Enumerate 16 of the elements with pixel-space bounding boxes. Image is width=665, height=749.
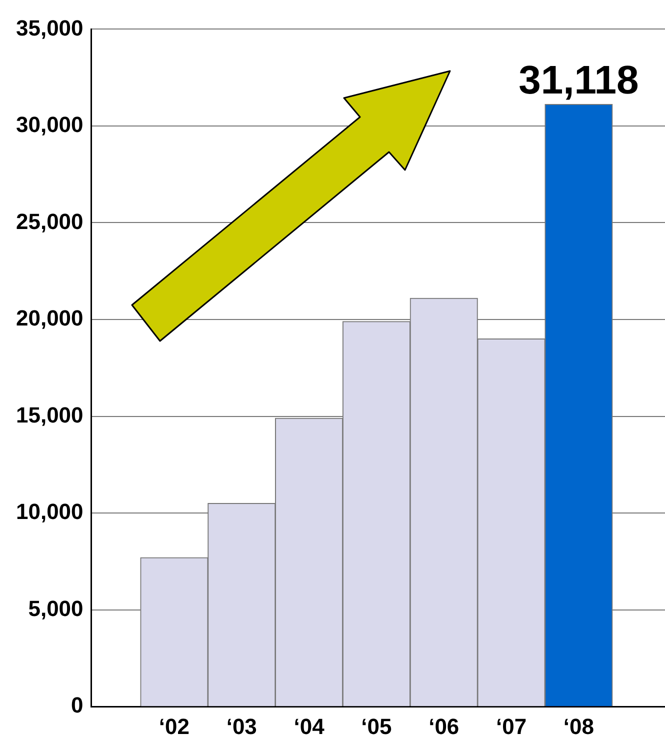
x-tick-label: ‘08	[563, 714, 594, 739]
x-tick-label: ‘07	[496, 714, 527, 739]
y-tick-label: 5,000	[28, 596, 84, 621]
x-tick-label: ‘04	[294, 714, 326, 739]
x-tick-label: ‘05	[361, 714, 392, 739]
y-tick-label: 10,000	[16, 499, 84, 524]
y-tick-label: 35,000	[16, 15, 84, 40]
y-tick-label: 30,000	[16, 112, 84, 138]
y-tick-label: 20,000	[16, 306, 84, 331]
y-tick-label: 25,000	[16, 208, 84, 234]
y-tick-label: 0	[71, 692, 84, 718]
x-tick-label: ‘03	[226, 714, 257, 739]
y-tick-label: 15,000	[16, 402, 84, 428]
x-tick-label: ‘02	[158, 714, 190, 739]
data-label: 31,118	[518, 58, 639, 102]
x-tick-label: ‘06	[428, 714, 460, 739]
